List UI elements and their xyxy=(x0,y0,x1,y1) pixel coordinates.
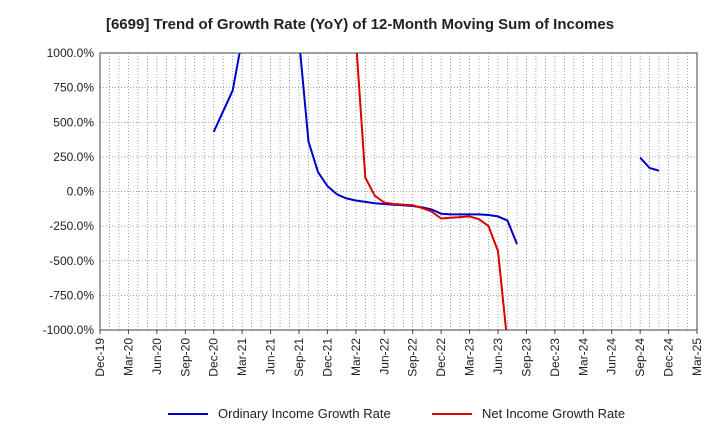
x-tick-label: Sep-23 xyxy=(519,338,533,377)
ordinary-income-line xyxy=(639,156,660,172)
y-tick-label: 250.0% xyxy=(53,150,94,164)
x-tick-label: Dec-22 xyxy=(434,338,448,377)
x-tick-label: Sep-24 xyxy=(633,338,647,377)
ordinary-income-line xyxy=(299,53,518,245)
x-tick-label: Dec-20 xyxy=(207,338,221,377)
x-tick-label: Jun-23 xyxy=(491,338,505,375)
x-tick-label: Sep-21 xyxy=(292,338,306,377)
x-tick-label: Mar-20 xyxy=(121,338,135,376)
x-tick-label: Dec-23 xyxy=(548,338,562,377)
y-tick-label: 500.0% xyxy=(53,115,94,129)
x-tick-label: Mar-22 xyxy=(349,338,363,376)
y-tick-label: -500.0% xyxy=(49,254,94,268)
y-tick-label: -750.0% xyxy=(49,288,94,302)
x-tick-label: Jun-24 xyxy=(605,338,619,375)
x-tick-label: Sep-22 xyxy=(406,338,420,377)
y-tick-label: -1000.0% xyxy=(43,323,95,337)
chart-title: [6699] Trend of Growth Rate (YoY) of 12-… xyxy=(105,16,615,33)
legend-label-ordinary-income: Ordinary Income Growth Rate xyxy=(218,406,391,421)
legend-item-net-income: Net Income Growth Rate xyxy=(432,406,625,421)
x-tick-label: Mar-24 xyxy=(576,338,590,376)
x-tick-label: Mar-21 xyxy=(235,338,249,376)
x-tick-label: Jun-20 xyxy=(150,338,164,375)
grid xyxy=(100,53,697,330)
legend-item-ordinary-income: Ordinary Income Growth Rate xyxy=(168,406,391,421)
x-tick-label: Mar-25 xyxy=(690,338,704,376)
series-lines xyxy=(212,53,660,330)
legend-swatch-net-income xyxy=(432,412,472,415)
legend-swatch-ordinary-income xyxy=(168,412,208,415)
x-tick-label: Dec-24 xyxy=(662,338,676,377)
axes: 1000.0% 750.0% 500.0% 250.0% 0.0% -250.0% -500… xyxy=(43,46,704,377)
x-tick-label: Mar-23 xyxy=(463,338,477,376)
x-tick-label: Jun-21 xyxy=(264,338,278,375)
ordinary-income-line xyxy=(212,53,241,133)
net-income-line xyxy=(355,53,508,330)
x-tick-label: Jun-22 xyxy=(377,338,391,375)
x-tick-label: Sep-20 xyxy=(178,338,192,377)
plot-border xyxy=(99,52,698,331)
y-tick-label: -250.0% xyxy=(49,219,94,233)
x-tick-label: Dec-19 xyxy=(93,338,107,377)
legend-label-net-income: Net Income Growth Rate xyxy=(482,406,626,421)
x-tick-label: Dec-21 xyxy=(320,338,334,377)
y-tick-label: 1000.0% xyxy=(47,46,95,60)
y-tick-label: 0.0% xyxy=(67,185,95,199)
y-tick-label: 750.0% xyxy=(53,81,94,95)
